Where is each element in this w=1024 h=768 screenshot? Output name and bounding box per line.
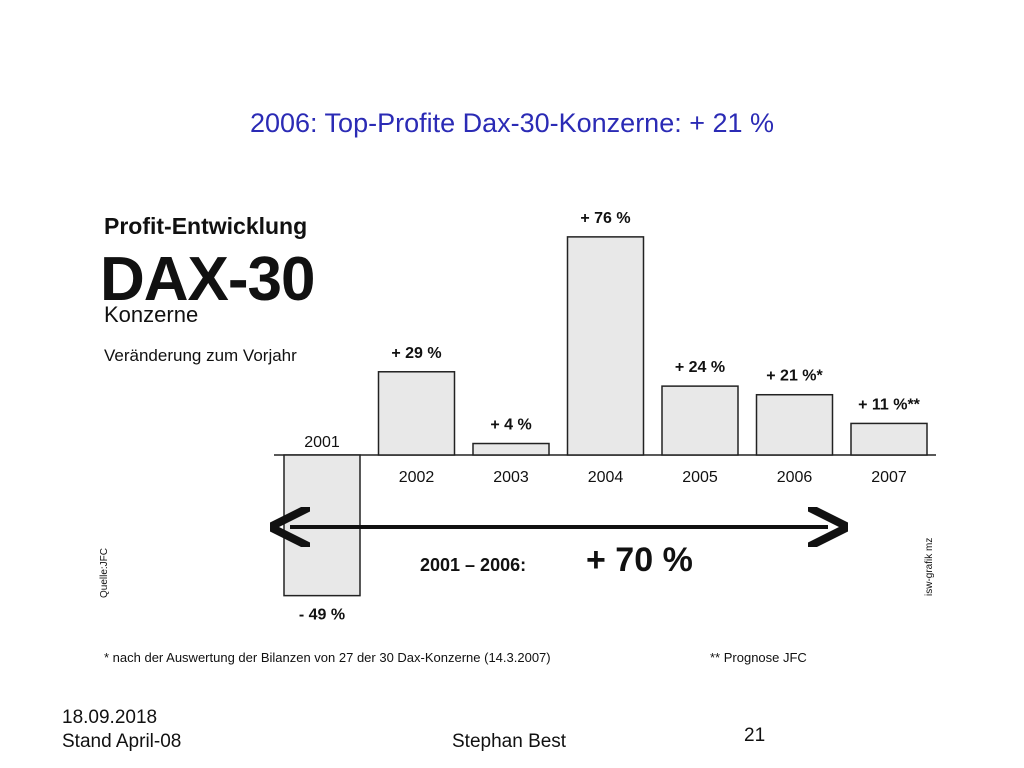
footnote-prognose: ** Prognose JFC [710,650,807,665]
data-label: + 21 %* [766,368,823,385]
category-label: 2007 [871,469,907,486]
bar-2007 [850,422,928,456]
footer-date: 18.09.2018 [62,707,158,728]
data-label: + 29 % [391,345,441,362]
footer-stand: Stand April-08 [62,731,182,752]
category-label: 2002 [399,469,435,486]
range-value: + 70 % [586,541,693,579]
bar-2002 [377,371,456,456]
source-label: Quelle:JFC [99,547,110,598]
credit-label: isw-grafik mz [924,537,935,596]
slide-title: 2006: Top-Profite Dax-30-Konzerne: + 21 … [249,108,775,138]
bar-2006 [755,393,834,456]
footnote-bilanzen: * nach der Auswertung der Bilanzen von 2… [104,650,551,665]
chart-axis-label: Veränderung zum Vorjahr [104,346,297,365]
data-label: + 4 % [490,417,531,434]
category-label: 2003 [493,469,529,486]
data-label: + 76 % [580,210,630,227]
category-label: 2005 [682,469,718,486]
data-label: + 24 % [675,359,725,376]
bar-2005 [661,385,739,456]
chart-heading-konzerne: Konzerne [104,302,199,327]
page-number: 21 [744,725,766,746]
category-label: 2006 [777,469,813,486]
bar-2003 [472,442,550,456]
bar-2004 [566,236,645,456]
category-label: 2001 [304,434,340,451]
footer-author: Stephan Best [452,731,567,752]
category-label: 2004 [588,469,624,486]
data-label: - 49 % [299,607,345,624]
chart-heading-profit: Profit-Entwicklung [104,213,308,239]
data-label: + 11 %** [858,396,921,413]
chart-heading-dax: DAX-30 [100,245,316,314]
range-label: 2001 – 2006: [420,555,527,575]
